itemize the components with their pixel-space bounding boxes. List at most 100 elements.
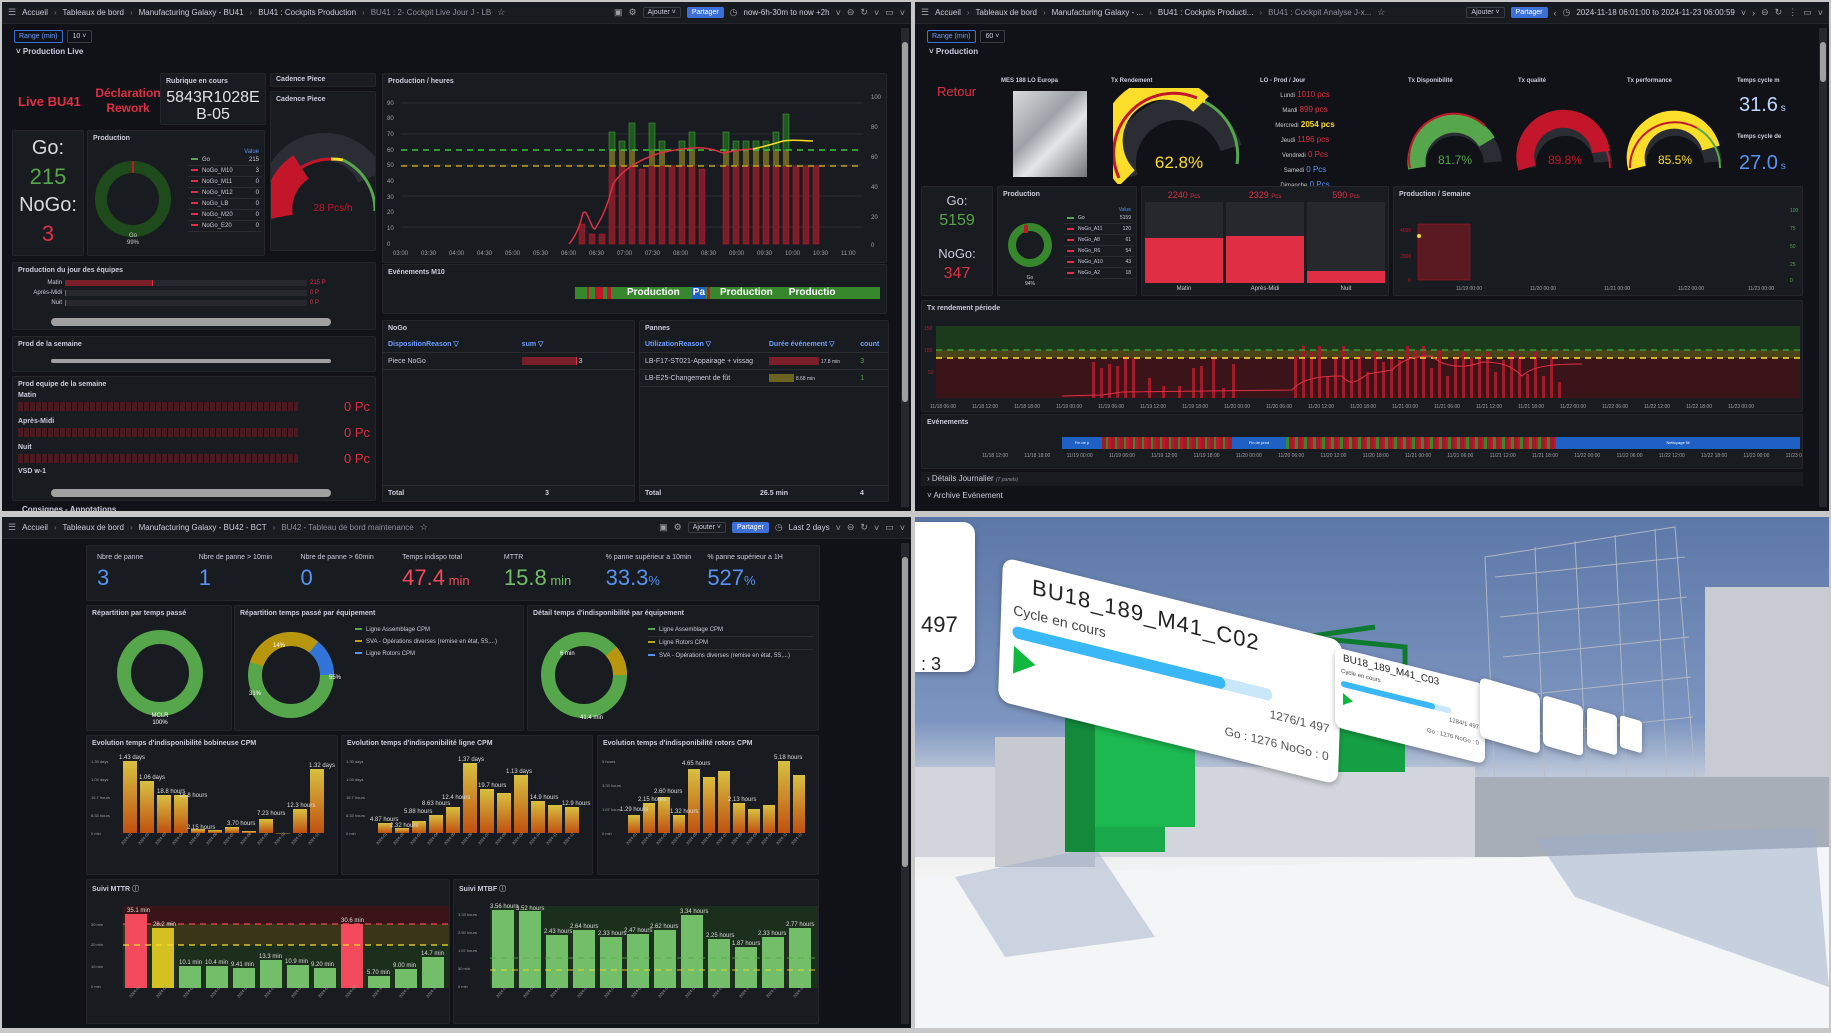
chevron-right-icon[interactable]: › — [1752, 7, 1756, 18]
breadcrumb-dashboards[interactable]: Tableaux de bord — [62, 523, 124, 532]
vertical-scrollbar[interactable] — [901, 28, 909, 507]
breadcrumb-folder[interactable]: Manufacturing Galaxy - BU42 - BCT — [138, 523, 267, 532]
column-header[interactable]: DispositionReason ▽ — [383, 336, 517, 353]
legend-item[interactable]: Go 5159 — [1064, 213, 1134, 224]
gear-icon[interactable]: ⚙ — [628, 7, 637, 17]
factory-3d-view[interactable]: 497 : 3 BU18_189_M41_C02 Cycle en cours … — [915, 517, 1829, 1028]
declaration-rework-link[interactable]: Déclaration Rework — [95, 86, 161, 115]
share-button[interactable]: Partager — [1510, 7, 1548, 18]
events-m10-timeline[interactable]: Production Pa Production Productio — [575, 287, 880, 299]
row-production-live[interactable]: ˅ Production Live — [16, 47, 84, 56]
legend-item[interactable]: Ligne Assemblage CPM — [355, 624, 497, 636]
column-header[interactable]: UtilizationReason ▽ — [640, 336, 764, 353]
retour-link[interactable]: Retour — [937, 84, 977, 99]
table-row[interactable]: LB-F17-ST021-Appairage + vissag 17.8 min… — [640, 352, 888, 370]
share-button[interactable]: Partager — [731, 522, 769, 533]
machine-card[interactable] — [1620, 715, 1642, 754]
legend-item[interactable]: SVA - Opérations diverses (remise en éta… — [648, 650, 813, 662]
machine-card-partial[interactable]: 497 : 3 — [915, 522, 975, 674]
add-button[interactable]: Ajouter ˅ — [687, 522, 726, 533]
add-button[interactable]: Ajouter ˅ — [1466, 7, 1505, 18]
legend-item[interactable]: NoGo_LB 0 — [188, 199, 262, 210]
row-daily-details[interactable]: › Détails Journalier (7 panels) — [921, 472, 1803, 486]
zoom-out-icon[interactable]: ⊖ — [1761, 7, 1769, 17]
column-header[interactable]: Durée événement ▽ — [763, 336, 856, 353]
breadcrumb-subfolder[interactable]: BU41 : Cockpits Producti... — [1157, 8, 1254, 17]
table-row[interactable]: LB-E25-Changement de fût 8.68 min 1 — [640, 369, 888, 387]
legend-item[interactable]: Ligne Assemblage CPM — [648, 624, 813, 637]
zoom-out-icon[interactable]: ⊖ — [846, 7, 855, 17]
legend-item[interactable]: Go 215 — [188, 155, 262, 166]
play-icon[interactable] — [1343, 692, 1353, 708]
horizontal-scrollbar[interactable] — [51, 489, 331, 497]
horizontal-scrollbar[interactable] — [51, 359, 331, 363]
vertical-scrollbar[interactable] — [901, 543, 909, 1024]
legend-item[interactable]: NoGo_A10 43 — [1064, 257, 1134, 268]
row-production[interactable]: ˅ Production — [929, 47, 979, 56]
info-icon[interactable]: ⓘ — [499, 886, 507, 893]
star-icon[interactable]: ☆ — [1377, 7, 1386, 17]
breadcrumb-dashboards[interactable]: Tableaux de bord — [62, 8, 124, 17]
legend-item[interactable]: Ligne Rotors CPM — [355, 648, 497, 660]
legend-item[interactable]: NoGo_M10 3 — [188, 166, 262, 177]
machine-card[interactable] — [1587, 707, 1617, 756]
chevron-left-icon[interactable]: ‹ — [1553, 7, 1557, 18]
collapse-icon[interactable]: ˅ — [1817, 7, 1823, 18]
legend-item[interactable]: NoGo_M11 0 — [188, 177, 262, 188]
time-range-picker[interactable]: now-6h-30m to now +2h — [743, 8, 830, 17]
tv-mode-icon[interactable]: ▭ — [885, 7, 894, 17]
range-variable-select[interactable]: 60 ˅ — [979, 30, 1006, 43]
info-icon[interactable]: ⓘ — [132, 886, 140, 893]
menu-icon[interactable]: ☰ — [8, 7, 17, 17]
star-icon[interactable]: ☆ — [419, 522, 428, 532]
column-header[interactable]: count — [855, 336, 888, 353]
save-icon[interactable]: ▣ — [659, 522, 668, 532]
breadcrumb-home[interactable]: Accueil — [935, 8, 961, 17]
chevron-down-icon[interactable]: ˅ — [873, 7, 880, 18]
breadcrumb-dashboards[interactable]: Tableaux de bord — [975, 8, 1037, 17]
chevron-down-icon[interactable]: ˅ — [1740, 7, 1747, 18]
menu-icon[interactable]: ☰ — [8, 522, 17, 532]
collapse-icon[interactable]: ˅ — [899, 7, 905, 18]
row-event-archive[interactable]: ˅ Archive Evénement — [927, 491, 1003, 500]
breadcrumb-home[interactable]: Accueil — [22, 523, 48, 532]
chevron-down-icon[interactable]: ˅ — [835, 522, 841, 533]
legend-item[interactable]: NoGo_R6 54 — [1064, 246, 1134, 257]
time-range-picker[interactable]: Last 2 days — [788, 523, 830, 532]
collapse-icon[interactable]: ˅ — [899, 522, 905, 533]
legend-item[interactable]: NoGo_E20 0 — [188, 221, 262, 232]
add-button[interactable]: Ajouter ˅ — [642, 7, 681, 18]
breadcrumb-folder[interactable]: Manufacturing Galaxy - BU41 — [138, 8, 244, 17]
refresh-icon[interactable]: ↻ — [860, 522, 868, 532]
breadcrumb-folder[interactable]: Manufacturing Galaxy - ... — [1051, 8, 1144, 17]
tv-mode-icon[interactable]: ▭ — [885, 522, 894, 532]
column-header[interactable]: sum ▽ — [516, 336, 634, 353]
legend-item[interactable]: NoGo_A8 61 — [1064, 235, 1134, 246]
time-range-picker[interactable]: 2024-11-18 06:01:00 to 2024-11-23 06:00:… — [1576, 8, 1735, 17]
horizontal-scrollbar[interactable] — [51, 318, 331, 326]
star-icon[interactable]: ☆ — [497, 7, 506, 17]
range-variable-select[interactable]: 10 ˅ — [66, 30, 93, 43]
breadcrumb-home[interactable]: Accueil — [22, 8, 48, 17]
zoom-out-icon[interactable]: ⊖ — [846, 522, 855, 532]
row-annotations[interactable]: Consignes - Annotations — [22, 505, 117, 511]
share-button[interactable]: Partager — [686, 7, 724, 18]
gear-icon[interactable]: ⚙ — [673, 522, 682, 532]
menu-icon[interactable]: ☰ — [921, 7, 930, 17]
legend-item[interactable]: NoGo_M20 0 — [188, 210, 262, 221]
save-icon[interactable]: ▣ — [613, 7, 623, 17]
vertical-scrollbar[interactable] — [1819, 28, 1827, 507]
refresh-icon[interactable]: ↻ — [1774, 7, 1783, 17]
legend-item[interactable]: NoGo_M12 0 — [188, 188, 262, 199]
table-row[interactable]: Piece NoGo 3 — [383, 352, 634, 370]
play-icon[interactable] — [1013, 645, 1036, 679]
legend-item[interactable]: NoGo_A2 18 — [1064, 268, 1134, 279]
chevron-down-icon[interactable]: ˅ — [835, 7, 841, 18]
events-timeline[interactable]: Fin de p Fin de prod Nettoyage fiil — [1062, 437, 1800, 449]
refresh-icon[interactable]: ↻ — [860, 7, 868, 17]
more-icon[interactable]: ⋮ — [1788, 7, 1798, 17]
legend-item[interactable]: NoGo_A11 120 — [1064, 224, 1134, 235]
chevron-down-icon[interactable]: ˅ — [873, 522, 880, 533]
tv-mode-icon[interactable]: ▭ — [1803, 7, 1812, 17]
breadcrumb-subfolder[interactable]: BU41 : Cockpits Production — [258, 8, 357, 17]
